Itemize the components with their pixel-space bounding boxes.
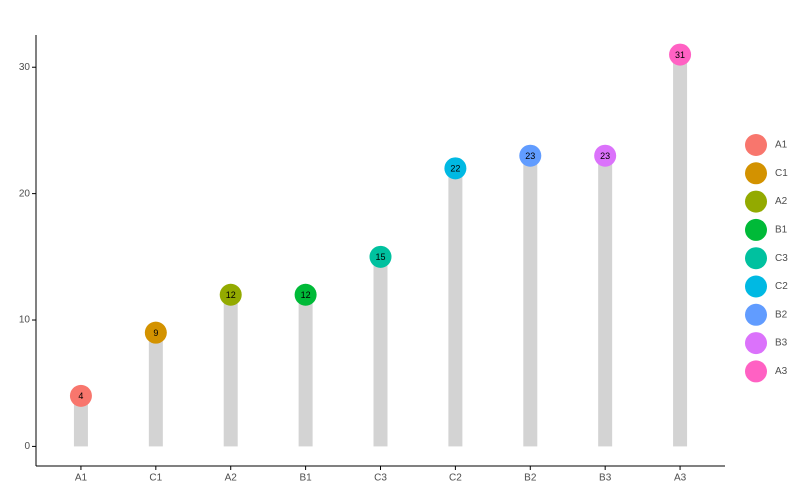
legend-key (745, 303, 767, 326)
value-label: 31 (675, 50, 685, 60)
legend-label: C1 (775, 168, 788, 179)
x-tick-label: C2 (449, 473, 462, 484)
legend-label: C3 (775, 253, 788, 264)
value-label: 23 (600, 151, 610, 161)
point (519, 144, 542, 167)
point (69, 384, 92, 407)
y-tick-label: 20 (19, 188, 31, 199)
point (294, 283, 317, 306)
legend-label: B3 (775, 338, 788, 349)
x-tick-label: B2 (524, 473, 537, 484)
y-tick-label: 0 (24, 441, 30, 452)
point (444, 157, 467, 180)
legend-key (745, 247, 767, 270)
x-tick-label: B1 (299, 473, 312, 484)
legend-key (745, 190, 767, 213)
stem (298, 294, 313, 447)
point (369, 245, 392, 268)
legend-key (745, 162, 767, 185)
point (669, 43, 692, 66)
legend-label: B1 (775, 225, 788, 236)
x-tick-label: A1 (75, 473, 88, 484)
point (144, 321, 167, 344)
x-tick-label: C1 (149, 473, 162, 484)
legend-key (745, 134, 767, 156)
stem (223, 294, 238, 447)
legend-key (745, 332, 767, 355)
stem (148, 332, 163, 447)
value-label: 15 (375, 252, 385, 262)
point (219, 283, 242, 306)
value-label: 12 (301, 290, 311, 300)
stem (598, 155, 613, 447)
x-tick-label: B3 (599, 473, 612, 484)
legend-key (745, 360, 767, 383)
x-tick-label: A2 (225, 473, 238, 484)
y-tick-label: 10 (19, 315, 31, 326)
stem (73, 395, 88, 447)
stem (448, 168, 463, 447)
legend-label: A3 (775, 366, 788, 377)
legend-label: A1 (775, 140, 788, 151)
legend-key (745, 218, 767, 241)
stem (373, 256, 388, 447)
stem (673, 54, 688, 447)
stem (523, 155, 538, 447)
value-label: 12 (226, 290, 236, 300)
x-tick-label: A3 (674, 473, 687, 484)
value-label: 22 (450, 164, 460, 174)
y-tick-label: 30 (19, 62, 31, 73)
legend-label: C2 (775, 281, 788, 292)
x-tick-label: C3 (374, 473, 387, 484)
value-label: 23 (525, 151, 535, 161)
legend-key (745, 275, 767, 298)
legend-label: A2 (775, 196, 788, 207)
value-label: 9 (153, 328, 158, 338)
value-label: 4 (78, 391, 83, 401)
point (594, 144, 617, 167)
legend-label: B2 (775, 309, 788, 320)
